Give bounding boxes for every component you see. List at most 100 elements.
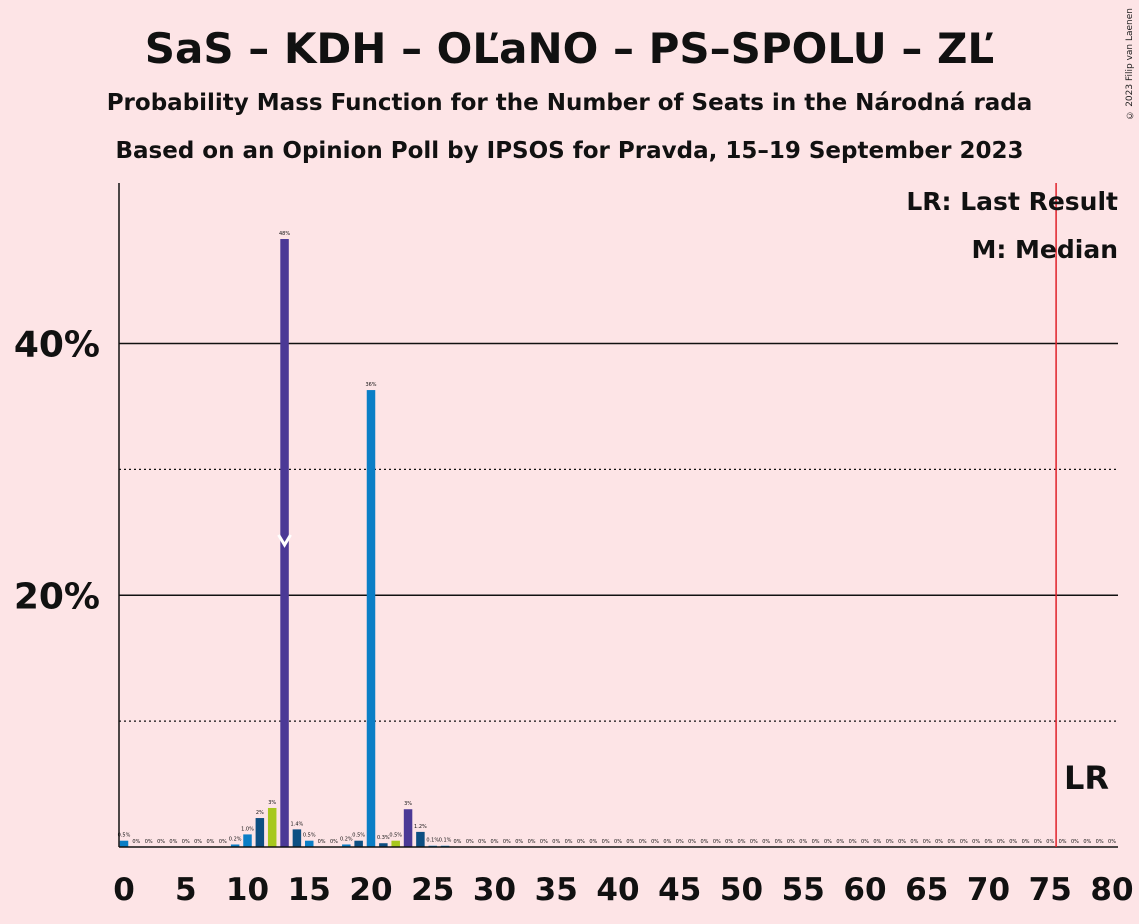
bar-label-71: 0%	[997, 839, 1005, 845]
bar-label-7: 0%	[206, 839, 214, 845]
bar-label-66: 0%	[935, 839, 943, 845]
bar-label-73: 0%	[1022, 839, 1030, 845]
bar-seat-0	[119, 840, 129, 847]
bar-label-37: 0%	[577, 839, 585, 845]
bar-label-43: 0%	[651, 839, 659, 845]
bar-label-61: 0%	[873, 839, 881, 845]
bar-seat-12	[267, 807, 277, 847]
median-marker	[277, 534, 292, 548]
x-tick-label-30: 30	[473, 872, 516, 908]
bar-label-70: 0%	[985, 839, 993, 845]
bar-label-2: 0%	[145, 839, 153, 845]
bar-label-75: 0%	[1046, 839, 1054, 845]
x-tick-label-65: 65	[905, 872, 948, 908]
bar-label-45: 0%	[676, 839, 684, 845]
bar-label-16: 0%	[318, 839, 326, 845]
bar-label-10: 1.0%	[241, 826, 254, 832]
bar-label-39: 0%	[602, 839, 610, 845]
bar-label-68: 0%	[960, 839, 968, 845]
x-tick-label-35: 35	[535, 872, 578, 908]
bar-label-30: 0%	[491, 839, 499, 845]
bar-seat-11	[255, 818, 265, 847]
bar-label-25: 0.1%	[426, 838, 439, 844]
legend-median: M: Median	[971, 235, 1118, 264]
bar-seat-23	[403, 809, 413, 847]
bar-label-38: 0%	[589, 839, 597, 845]
x-tick-label-45: 45	[658, 872, 701, 908]
bar-label-22: 0.5%	[389, 833, 402, 839]
bar-label-78: 0%	[1083, 839, 1091, 845]
bar-label-0: 0.5%	[118, 833, 131, 839]
x-tick-label-15: 15	[288, 872, 331, 908]
y-tick-label-20: 20%	[14, 576, 100, 617]
bar-seat-20	[366, 390, 376, 847]
bar-label-53: 0%	[775, 839, 783, 845]
bar-label-6: 0%	[194, 839, 202, 845]
x-tick-label-60: 60	[843, 872, 886, 908]
bar-label-46: 0%	[688, 839, 696, 845]
bar-label-41: 0%	[626, 839, 634, 845]
bar-seat-21	[379, 843, 388, 847]
bar-label-54: 0%	[787, 839, 795, 845]
bar-label-21: 0.3%	[377, 835, 390, 841]
bar-label-67: 0%	[947, 839, 955, 845]
bar-label-29: 0%	[478, 839, 486, 845]
chart-subtitle: Probability Mass Function for the Number…	[106, 90, 1033, 116]
bar-label-27: 0%	[453, 839, 461, 845]
y-tick-label-40: 40%	[14, 325, 100, 366]
bar-label-56: 0%	[812, 839, 820, 845]
x-tick-label-10: 10	[226, 872, 269, 908]
bar-label-32: 0%	[515, 839, 523, 845]
last-result-label: LR	[1064, 759, 1109, 797]
bar-label-51: 0%	[750, 839, 758, 845]
bar-seat-10	[243, 834, 252, 847]
bar-label-33: 0%	[528, 839, 536, 845]
bar-label-13: 48%	[279, 231, 290, 237]
chart-title: SaS – KDH – OĽaNO – PS–SPOLU – ZĽ	[144, 24, 995, 73]
x-tick-label-40: 40	[596, 872, 639, 908]
bar-seat-18	[342, 844, 351, 847]
bar-label-62: 0%	[886, 839, 894, 845]
bar-seat-15	[305, 840, 314, 847]
bar-label-64: 0%	[910, 839, 918, 845]
bar-label-76: 0%	[1059, 839, 1067, 845]
bar-label-18: 0.2%	[340, 836, 353, 842]
bar-label-17: 0%	[330, 839, 338, 845]
bar-label-12: 3%	[268, 800, 276, 806]
x-tick-label-70: 70	[967, 872, 1010, 908]
bar-label-20: 36%	[365, 382, 376, 388]
bar-label-48: 0%	[713, 839, 721, 845]
bar-label-44: 0%	[663, 839, 671, 845]
bar-seat-22	[391, 840, 400, 847]
bar-label-11: 2%	[256, 810, 264, 816]
bar-label-63: 0%	[898, 839, 906, 845]
bar-label-19: 0.5%	[352, 833, 365, 839]
bar-label-3: 0%	[157, 839, 165, 845]
bar-label-31: 0%	[503, 839, 511, 845]
bar-label-74: 0%	[1034, 839, 1042, 845]
bar-label-28: 0%	[466, 839, 474, 845]
bar-label-49: 0%	[725, 839, 733, 845]
bar-label-5: 0%	[182, 839, 190, 845]
bar-seat-19	[354, 840, 363, 847]
bar-label-15: 0.5%	[303, 833, 316, 839]
bar-label-55: 0%	[799, 839, 807, 845]
bar-label-77: 0%	[1071, 839, 1079, 845]
bar-label-4: 0%	[169, 839, 177, 845]
bar-label-9: 0.2%	[229, 836, 242, 842]
x-tick-label-5: 5	[175, 872, 197, 908]
bar-label-59: 0%	[849, 839, 857, 845]
bar-label-50: 0%	[738, 839, 746, 845]
bar-label-26: 0.1%	[439, 838, 452, 844]
bar-label-24: 1.2%	[414, 824, 427, 830]
bar-label-14: 1.4%	[291, 821, 304, 827]
bar-label-47: 0%	[700, 839, 708, 845]
bar-label-60: 0%	[861, 839, 869, 845]
x-tick-label-50: 50	[720, 872, 763, 908]
bar-label-52: 0%	[762, 839, 770, 845]
bar-label-65: 0%	[923, 839, 931, 845]
bar-label-40: 0%	[614, 839, 622, 845]
chart-subtitle-2: Based on an Opinion Poll by IPSOS for Pr…	[115, 138, 1024, 164]
bar-label-72: 0%	[1009, 839, 1017, 845]
